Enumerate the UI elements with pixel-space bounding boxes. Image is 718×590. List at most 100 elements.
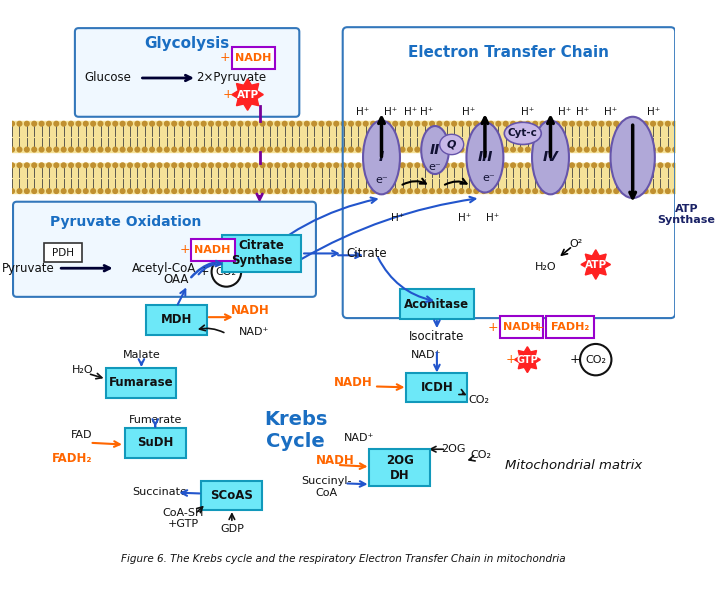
Circle shape <box>569 189 574 194</box>
Circle shape <box>54 189 59 194</box>
Circle shape <box>540 189 545 194</box>
Circle shape <box>312 122 317 126</box>
Circle shape <box>430 189 434 194</box>
Circle shape <box>460 189 464 194</box>
Circle shape <box>580 344 612 375</box>
Circle shape <box>489 122 493 126</box>
Circle shape <box>600 148 604 152</box>
Circle shape <box>614 189 618 194</box>
Circle shape <box>230 189 236 194</box>
Circle shape <box>393 122 398 126</box>
Circle shape <box>651 122 656 126</box>
Circle shape <box>106 148 110 152</box>
Circle shape <box>526 122 530 126</box>
Circle shape <box>187 163 191 168</box>
Text: I: I <box>379 150 384 165</box>
Ellipse shape <box>532 120 569 194</box>
Circle shape <box>510 163 516 168</box>
Circle shape <box>363 163 368 168</box>
Circle shape <box>150 148 154 152</box>
Circle shape <box>481 189 486 194</box>
Circle shape <box>614 163 618 168</box>
Circle shape <box>474 163 479 168</box>
Circle shape <box>349 148 353 152</box>
Circle shape <box>157 122 162 126</box>
Circle shape <box>83 148 88 152</box>
Circle shape <box>194 122 199 126</box>
Circle shape <box>363 122 368 126</box>
Circle shape <box>261 122 265 126</box>
Circle shape <box>209 163 213 168</box>
Circle shape <box>135 122 140 126</box>
Text: +: + <box>488 321 498 334</box>
Circle shape <box>268 148 272 152</box>
Circle shape <box>533 122 538 126</box>
Circle shape <box>386 148 390 152</box>
Text: PDH: PDH <box>52 248 74 257</box>
Text: H₂O: H₂O <box>535 262 556 272</box>
Circle shape <box>607 163 611 168</box>
Text: Malate: Malate <box>123 350 160 360</box>
Circle shape <box>194 148 199 152</box>
Text: Succinyl-
CoA: Succinyl- CoA <box>301 476 351 498</box>
Circle shape <box>356 148 360 152</box>
Circle shape <box>408 148 412 152</box>
Circle shape <box>584 122 589 126</box>
Circle shape <box>349 163 353 168</box>
Circle shape <box>223 122 228 126</box>
Circle shape <box>548 189 552 194</box>
Circle shape <box>415 163 419 168</box>
Circle shape <box>629 189 633 194</box>
Circle shape <box>481 122 486 126</box>
Circle shape <box>621 122 626 126</box>
Text: Succinate: Succinate <box>132 487 187 497</box>
Circle shape <box>304 189 309 194</box>
Circle shape <box>24 189 29 194</box>
Circle shape <box>577 148 582 152</box>
Text: Acetyl-CoA: Acetyl-CoA <box>132 262 197 275</box>
Circle shape <box>349 189 353 194</box>
Text: H⁺: H⁺ <box>420 107 434 117</box>
Circle shape <box>584 148 589 152</box>
Circle shape <box>10 122 14 126</box>
Text: H⁺: H⁺ <box>458 214 471 224</box>
Circle shape <box>164 122 169 126</box>
Circle shape <box>666 122 670 126</box>
Text: H⁺: H⁺ <box>558 107 571 117</box>
Circle shape <box>474 148 479 152</box>
Circle shape <box>268 122 272 126</box>
Circle shape <box>327 163 331 168</box>
Text: +: + <box>570 353 581 366</box>
Circle shape <box>444 189 449 194</box>
Circle shape <box>562 163 567 168</box>
Circle shape <box>467 122 471 126</box>
Circle shape <box>201 122 206 126</box>
Circle shape <box>666 148 670 152</box>
Circle shape <box>253 148 258 152</box>
Circle shape <box>253 122 258 126</box>
Circle shape <box>312 148 317 152</box>
Circle shape <box>643 163 648 168</box>
Circle shape <box>658 189 663 194</box>
Circle shape <box>489 163 493 168</box>
Circle shape <box>150 189 154 194</box>
Circle shape <box>415 148 419 152</box>
Circle shape <box>548 163 552 168</box>
Circle shape <box>673 122 678 126</box>
Circle shape <box>356 163 360 168</box>
Circle shape <box>194 189 199 194</box>
Circle shape <box>238 148 243 152</box>
Circle shape <box>437 122 442 126</box>
Circle shape <box>246 122 250 126</box>
Circle shape <box>651 163 656 168</box>
Circle shape <box>47 189 51 194</box>
Circle shape <box>24 148 29 152</box>
Circle shape <box>238 189 243 194</box>
Text: +: + <box>505 353 516 366</box>
Circle shape <box>592 163 597 168</box>
FancyBboxPatch shape <box>370 449 431 486</box>
Text: CO₂: CO₂ <box>585 355 606 365</box>
Circle shape <box>106 189 110 194</box>
Circle shape <box>212 257 241 287</box>
Circle shape <box>408 122 412 126</box>
